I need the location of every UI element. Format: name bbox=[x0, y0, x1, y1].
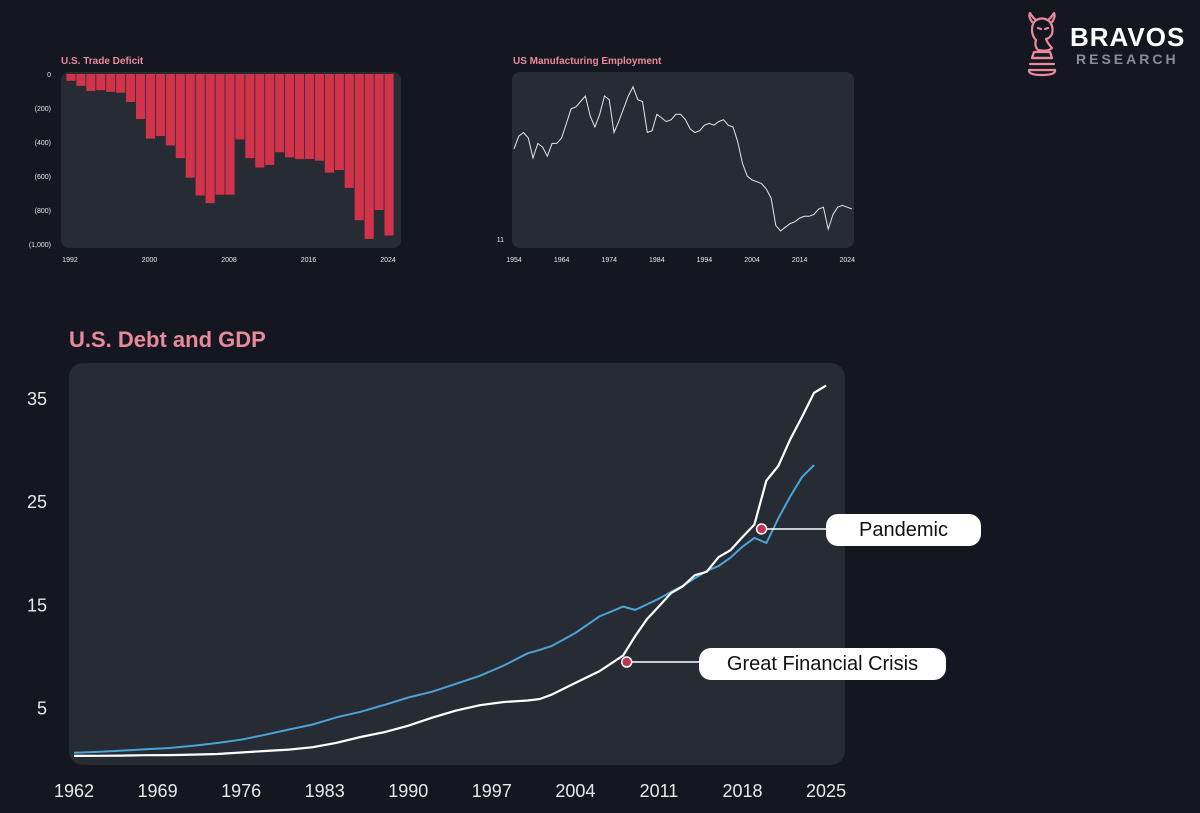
manufacturing-xtick: 1984 bbox=[649, 257, 665, 264]
trade-deficit-xtick: 2000 bbox=[142, 257, 158, 264]
debt-gdp-xtick: 1990 bbox=[388, 781, 428, 801]
debt-gdp-ytick: 5 bbox=[37, 698, 47, 718]
trade-deficit-bar-2023 bbox=[374, 74, 384, 210]
trade-deficit-ytick: 0 bbox=[47, 72, 51, 79]
trade-deficit-bar-1999 bbox=[135, 74, 146, 120]
manufacturing-line bbox=[513, 85, 853, 232]
trade-deficit-xtick: 1992 bbox=[62, 257, 78, 264]
trade-deficit-bar-2019 bbox=[334, 74, 344, 171]
pandemic-callout: Pandemic bbox=[826, 514, 981, 546]
trade-deficit-xtick: 2024 bbox=[380, 257, 396, 264]
manufacturing-xtick: 1954 bbox=[506, 257, 522, 264]
debt-gdp-xtick: 2004 bbox=[555, 781, 595, 801]
manufacturing-xtick: 1994 bbox=[697, 257, 713, 264]
debt-gdp-ytick: 35 bbox=[27, 389, 47, 409]
trade-deficit-bar-2020 bbox=[344, 74, 354, 188]
trade-deficit-bar-2008 bbox=[225, 74, 235, 195]
debt-series-line bbox=[73, 384, 827, 757]
trade-deficit-title: U.S. Trade Deficit bbox=[61, 56, 144, 67]
trade-deficit-xtick: 2008 bbox=[221, 257, 237, 264]
trade-deficit-bar-1992 bbox=[66, 74, 76, 81]
debt-gdp-ytick: 25 bbox=[27, 492, 47, 512]
debt-gdp-ytick: 15 bbox=[27, 595, 47, 615]
trade-deficit-bar-2002 bbox=[165, 74, 175, 146]
trade-deficit-ytick: (600) bbox=[35, 174, 51, 181]
trade-deficit-bar-2001 bbox=[155, 74, 165, 137]
debt-gdp-xtick: 2018 bbox=[722, 781, 762, 801]
trade-deficit-bar-1994 bbox=[86, 74, 96, 91]
trade-deficit-bar-2009 bbox=[235, 74, 245, 140]
bravos-research-logo: BRAVOS RESEARCH bbox=[1024, 12, 1189, 82]
debt-gdp-xtick: 2011 bbox=[640, 781, 679, 801]
trade-deficit-bar-1993 bbox=[76, 74, 86, 86]
debt-gdp-xtick: 1969 bbox=[138, 781, 178, 801]
debt-gdp-plot-area bbox=[69, 363, 845, 765]
trade-deficit-chart: 0 (200) (400) (600) (800) (1,000) 1992 2000 200… bbox=[29, 72, 401, 264]
trade-deficit-bar-2010 bbox=[245, 74, 255, 159]
trade-deficit-bar-1997 bbox=[116, 74, 126, 93]
brand-subtitle: RESEARCH bbox=[1076, 51, 1179, 67]
gdp-series-line bbox=[73, 464, 815, 754]
manufacturing-xtick: 1964 bbox=[554, 257, 570, 264]
gfc-callout: Great Financial Crisis bbox=[699, 648, 946, 680]
trade-deficit-bar-2024 bbox=[384, 74, 394, 236]
trade-deficit-bar-2004 bbox=[185, 74, 195, 178]
trade-deficit-bar-2017 bbox=[314, 74, 325, 161]
debt-gdp-title: U.S. Debt and GDP bbox=[69, 327, 266, 352]
brand-name: BRAVOS bbox=[1070, 22, 1186, 52]
annotation-marker bbox=[755, 523, 768, 535]
annotation-marker bbox=[620, 656, 633, 668]
manufacturing-xtick: 2004 bbox=[744, 257, 760, 264]
trade-deficit-bar-2022 bbox=[364, 74, 374, 239]
manufacturing-xtick: 2014 bbox=[792, 257, 808, 264]
trade-deficit-xtick: 2016 bbox=[301, 257, 317, 264]
debt-gdp-xtick: 2025 bbox=[806, 781, 846, 801]
trade-deficit-ytick: (800) bbox=[35, 208, 51, 215]
debt-gdp-xtick: 1983 bbox=[305, 781, 345, 801]
debt-gdp-chart: 35 25 15 5 1962 1969 1976 1983 1990 1997 2004 2011… bbox=[27, 363, 846, 801]
manufacturing-xtick: 2024 bbox=[839, 257, 855, 264]
trade-deficit-bar-2021 bbox=[354, 74, 364, 221]
manufacturing-plot-area bbox=[512, 72, 854, 248]
trade-deficit-bar-2014 bbox=[285, 74, 295, 158]
trade-deficit-bar-2003 bbox=[175, 74, 185, 159]
trade-deficit-bar-1998 bbox=[126, 74, 136, 103]
debt-gdp-xtick: 1997 bbox=[472, 781, 512, 801]
trade-deficit-bar-2012 bbox=[265, 74, 275, 165]
trade-deficit-bar-2007 bbox=[215, 74, 225, 195]
trade-deficit-bar-2006 bbox=[205, 74, 215, 204]
trade-deficit-bar-1995 bbox=[96, 74, 106, 91]
trade-deficit-ytick: (400) bbox=[35, 140, 51, 147]
trade-deficit-bar-2005 bbox=[195, 74, 205, 196]
manufacturing-title: US Manufacturing Employment bbox=[513, 56, 662, 67]
trade-deficit-bar-2018 bbox=[324, 74, 334, 173]
trade-deficit-bar-2011 bbox=[255, 74, 265, 168]
trade-deficit-bar-2015 bbox=[295, 74, 305, 159]
debt-gdp-xtick: 1976 bbox=[221, 781, 261, 801]
trade-deficit-bar-1996 bbox=[106, 74, 116, 92]
trade-deficit-ytick: (200) bbox=[35, 106, 51, 113]
trade-deficit-bar-2016 bbox=[304, 74, 315, 159]
manufacturing-chart: 11 1954 1964 1974 1984 1994 2004 2014 2024 bbox=[497, 72, 855, 264]
trade-deficit-ytick: (1,000) bbox=[29, 242, 51, 249]
manufacturing-xtick: 1974 bbox=[601, 257, 617, 264]
manufacturing-ytick: 11 bbox=[497, 237, 504, 244]
debt-gdp-xtick: 1962 bbox=[54, 781, 94, 801]
trade-deficit-bar-2013 bbox=[275, 74, 285, 153]
trade-deficit-bar-2000 bbox=[145, 74, 156, 139]
bull-chess-knight-icon bbox=[1027, 12, 1057, 77]
